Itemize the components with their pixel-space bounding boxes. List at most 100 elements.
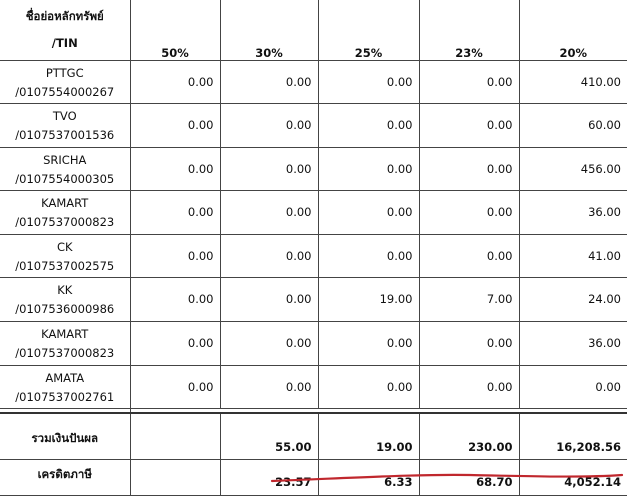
security-tin: /0107554000267 [15,84,115,99]
credit-value-30: 23.57 [219,459,318,496]
amount-cell: 0.00 [418,147,519,192]
amount-cell: 456.00 [518,147,627,192]
amount-cell: 0.00 [418,190,519,235]
header-rate-50: 50% [130,0,220,61]
separator-cell [0,408,131,414]
credit-value-25: 6.33 [317,459,419,496]
amount-cell: 0.00 [418,103,519,148]
amount-cell: 0.00 [219,234,318,279]
credit-value-20: 4,052.14 [518,459,627,496]
amount-cell: 0.00 [130,321,220,366]
table-row: KK/0107536000986 0.00 0.00 19.00 7.00 24.00 [0,277,627,323]
amount-cell: 0.00 [418,365,519,410]
separator-cell [220,408,318,414]
amount-cell: 0.00 [130,60,220,105]
security-symbol: CK [56,239,73,254]
header-security-name-line1: ชื่อย่อหลักทรัพย์ [25,8,104,23]
amount-cell: 0.00 [317,60,419,105]
amount-cell: 0.00 [219,103,318,148]
total-dividend-row: รวมเงินปันผล 55.00 19.00 230.00 16,208.5… [0,412,627,461]
security-cell: SRICHA/0107554000305 [0,147,131,192]
amount-cell: 0.00 [130,234,220,279]
table-row: PTTGC/0107554000267 0.00 0.00 0.00 0.00 410.0… [0,60,627,105]
amount-cell: 24.00 [518,277,627,323]
security-tin: /0107554000305 [15,171,115,186]
security-tin: /0107537002761 [15,389,115,404]
amount-cell: 0.00 [317,103,419,148]
security-cell: KAMART/0107537000823 [0,321,131,366]
security-tin: /0107537000823 [15,346,115,361]
amount-cell: 0.00 [317,321,419,366]
total-value-50 [130,412,220,461]
amount-cell: 0.00 [317,365,419,410]
separator-cell [318,408,419,414]
credit-value-23: 68.70 [418,459,519,496]
separator-cell [419,408,519,414]
amount-cell: 0.00 [317,234,419,279]
header-security-name: ชื่อย่อหลักทรัพย์ /TIN [0,0,131,61]
amount-cell: 0.00 [418,234,519,279]
table-row: AMATA/0107537002761 0.00 0.00 0.00 0.00 0.00 [0,365,627,410]
total-value-20: 16,208.56 [518,412,627,461]
separator-cell [130,408,220,414]
security-tin: /0107537001536 [15,128,115,143]
amount-cell: 0.00 [317,147,419,192]
header-rate-23: 23% [418,0,519,61]
amount-cell: 0.00 [317,190,419,235]
amount-cell: 0.00 [418,60,519,105]
amount-cell: 0.00 [130,277,220,323]
amount-cell: 60.00 [518,103,627,148]
tax-credit-label: เครดิตภาษี [0,459,131,496]
security-symbol: KAMART [41,327,89,342]
header-row: ชื่อย่อหลักทรัพย์ /TIN 50% 30% 25% 23% 2… [0,0,627,61]
total-dividend-label: รวมเงินปันผล [0,412,131,461]
table-row: TVO/0107537001536 0.00 0.00 0.00 0.00 60.00 [0,103,627,148]
header-security-name-line2: /TIN [51,35,78,50]
header-rate-20: 20% [518,0,627,61]
header-rate-30: 30% [219,0,318,61]
security-cell: KK/0107536000986 [0,277,131,323]
security-symbol: TVO [52,109,77,124]
table-footer: รวมเงินปันผล 55.00 19.00 230.00 16,208.5… [0,408,627,496]
security-symbol: KK [57,283,73,298]
amount-cell: 0.00 [130,147,220,192]
amount-cell: 0.00 [219,147,318,192]
separator-cell [519,408,627,414]
table-row: CK/0107537002575 0.00 0.00 0.00 0.00 41.00 [0,234,627,279]
security-cell: TVO/0107537001536 [0,103,131,148]
amount-cell: 0.00 [130,365,220,410]
amount-cell: 7.00 [418,277,519,323]
security-symbol: PTTGC [45,65,84,80]
amount-cell: 0.00 [219,60,318,105]
amount-cell: 0.00 [130,190,220,235]
security-cell: CK/0107537002575 [0,234,131,279]
security-symbol: SRICHA [43,152,87,167]
amount-cell: 410.00 [518,60,627,105]
amount-cell: 19.00 [317,277,419,323]
amount-cell: 41.00 [518,234,627,279]
credit-value-50 [130,459,220,496]
security-symbol: AMATA [45,370,85,385]
separator-row [0,408,627,414]
total-value-25: 19.00 [317,412,419,461]
total-value-30: 55.00 [219,412,318,461]
amount-cell: 0.00 [219,190,318,235]
security-symbol: KAMART [41,196,89,211]
amount-cell: 36.00 [518,321,627,366]
security-tin: /0107536000986 [15,302,115,317]
security-cell: PTTGC/0107554000267 [0,60,131,105]
table-body: PTTGC/0107554000267 0.00 0.00 0.00 0.00 410.0… [0,60,627,410]
amount-cell: 0.00 [130,103,220,148]
tax-credit-row: เครดิตภาษี 23.57 6.33 68.70 4,052.14 [0,459,627,496]
amount-cell: 0.00 [418,321,519,366]
amount-cell: 0.00 [219,365,318,410]
table-row: SRICHA/0107554000305 0.00 0.00 0.00 0.00 456.… [0,147,627,192]
security-cell: KAMART/0107537000823 [0,190,131,235]
amount-cell: 0.00 [219,321,318,366]
table-row: KAMART/0107537000823 0.00 0.00 0.00 0.00 36.0… [0,321,627,366]
security-tin: /0107537002575 [15,258,115,273]
total-value-23: 230.00 [418,412,519,461]
amount-cell: 0.00 [518,365,627,410]
amount-cell: 36.00 [518,190,627,235]
